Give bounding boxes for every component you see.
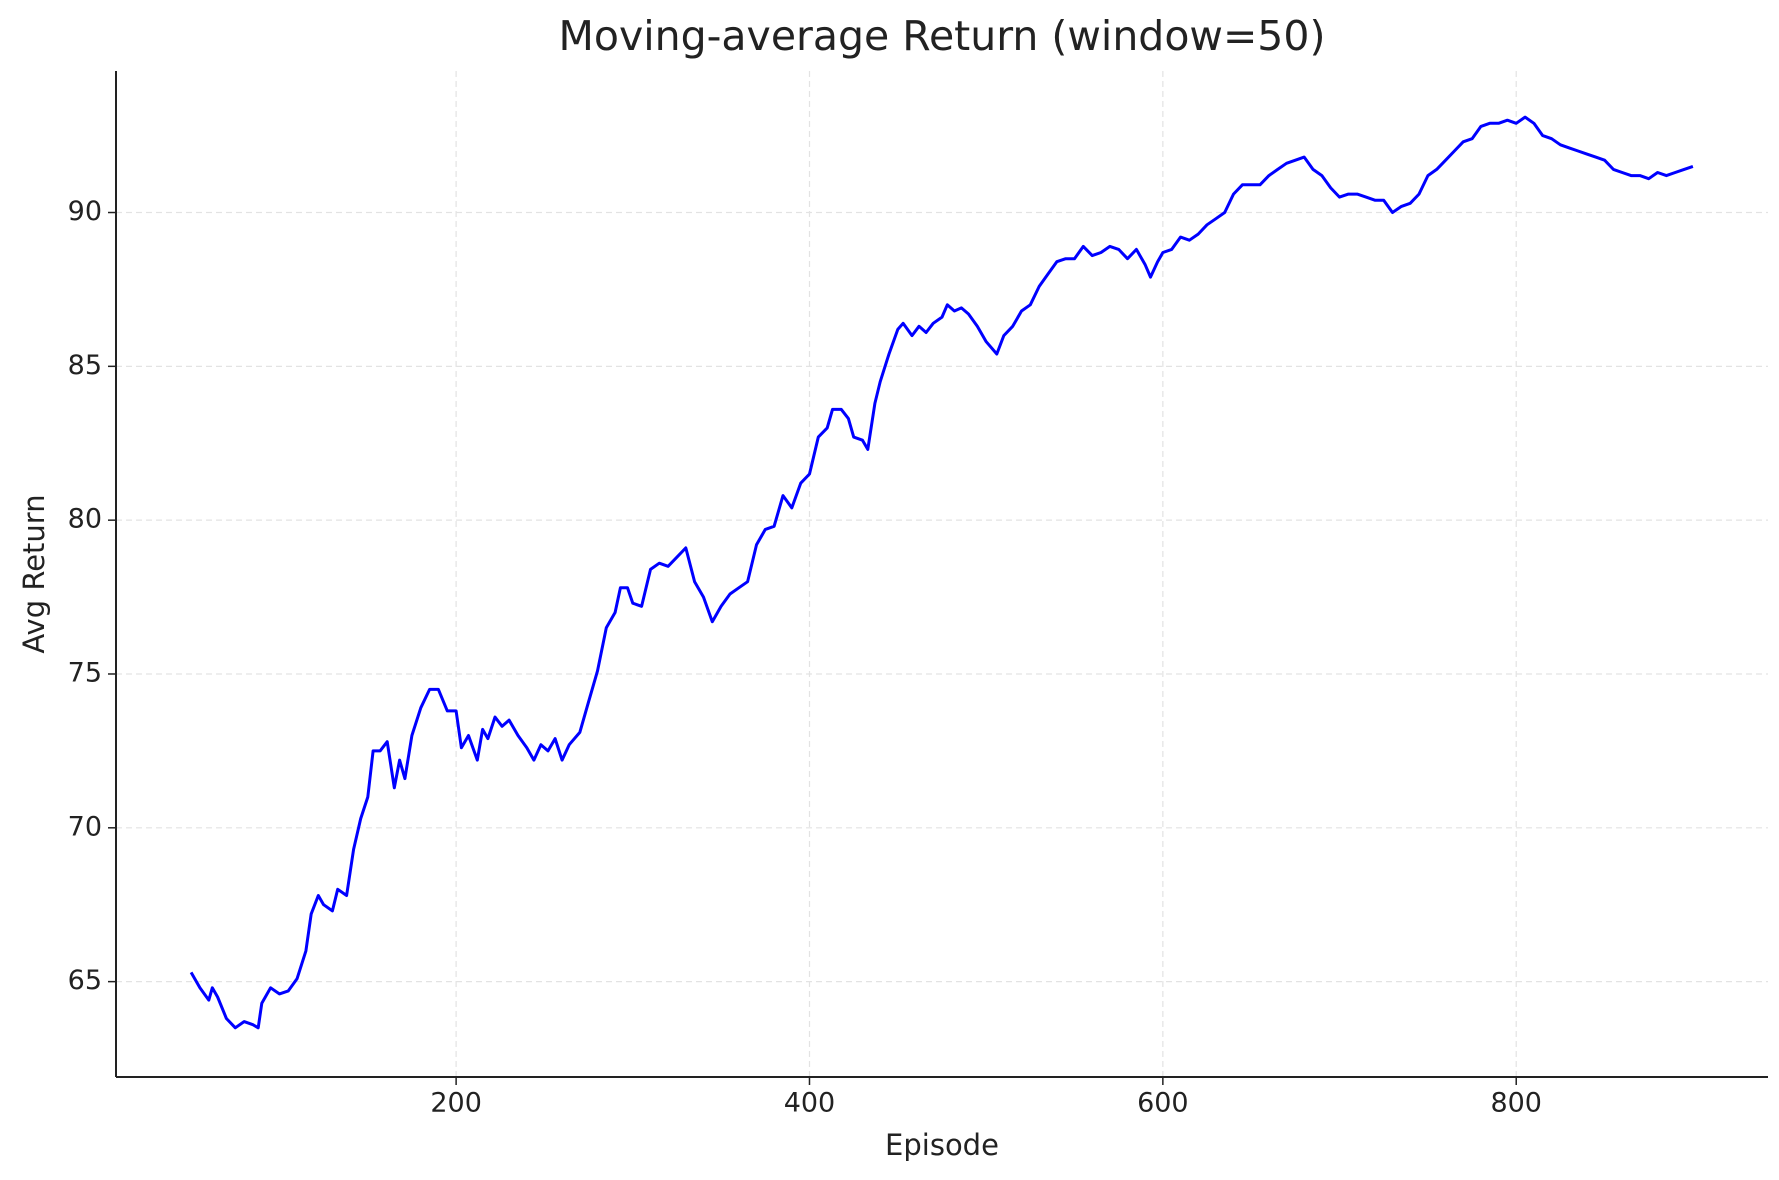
y-tick-label: 80	[68, 504, 102, 535]
x-tick-label: 200	[430, 1088, 482, 1119]
y-axis-label: Avg Return	[17, 494, 51, 653]
chart-title: Moving-average Return (window=50)	[559, 12, 1326, 60]
data-line	[189, 115, 1694, 1030]
x-axis-label: Episode	[885, 1128, 999, 1162]
y-tick-label: 90	[68, 196, 102, 227]
y-tick-label: 75	[68, 657, 102, 688]
y-tick-label: 85	[68, 350, 102, 381]
x-tick-label: 600	[1137, 1088, 1189, 1119]
y-tick-label: 70	[68, 811, 102, 842]
x-tick-label: 800	[1490, 1088, 1542, 1119]
y-tick-label: 65	[68, 965, 102, 996]
x-tick-label: 400	[784, 1088, 836, 1119]
